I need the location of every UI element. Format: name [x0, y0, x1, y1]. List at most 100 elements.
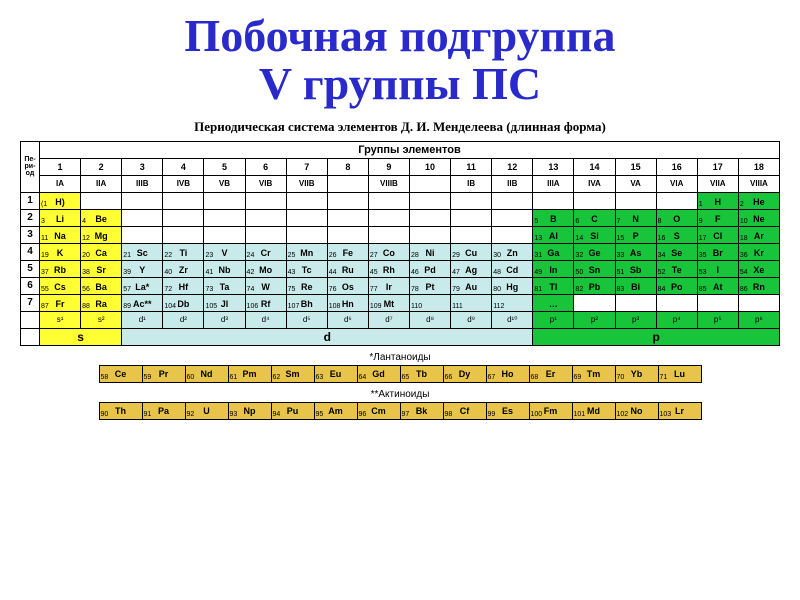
empty-cell — [122, 226, 163, 243]
empty-cell — [163, 192, 204, 209]
empty-cell — [492, 226, 533, 243]
element-cell: 19K — [40, 243, 81, 260]
f-element-cell: 60 Nd — [185, 365, 228, 382]
element-cell: 48Cd — [492, 260, 533, 277]
element-cell: 5B — [533, 209, 574, 226]
empty-cell — [738, 294, 779, 311]
element-cell: 108Hn — [327, 294, 368, 311]
econf-blank — [21, 311, 40, 328]
element-cell: 89Ac** — [122, 294, 163, 311]
empty-cell — [368, 226, 409, 243]
col-num: 9 — [368, 158, 409, 175]
f-element-cell: 58 Ce — [99, 365, 142, 382]
element-cell: 79Au — [451, 277, 492, 294]
empty-cell — [368, 209, 409, 226]
f-element-cell: 92 U — [185, 402, 228, 419]
element-cell: 4Be — [81, 209, 122, 226]
f-element-cell: 90 Th — [99, 402, 142, 419]
element-cell: 83Bi — [615, 277, 656, 294]
col-roman: VA — [615, 175, 656, 192]
f-element-cell: 71 Lu — [658, 365, 701, 382]
element-cell: 12Mg — [81, 226, 122, 243]
f-element-cell: 101 Md — [572, 402, 615, 419]
element-cell: 86Rn — [738, 277, 779, 294]
block-d: d — [122, 328, 533, 345]
col-num: 4 — [163, 158, 204, 175]
element-cell: 56Ba — [81, 277, 122, 294]
econf-cell: d⁷ — [368, 311, 409, 328]
element-cell: 110 — [409, 294, 450, 311]
empty-cell — [656, 294, 697, 311]
empty-cell — [656, 192, 697, 209]
element-cell: 109Mt — [368, 294, 409, 311]
f-element-cell: 100 Fm — [529, 402, 572, 419]
empty-cell — [574, 192, 615, 209]
element-cell: 52Te — [656, 260, 697, 277]
econf-cell: p² — [574, 311, 615, 328]
element-cell: 88Ra — [81, 294, 122, 311]
col-roman: VIIIA — [738, 175, 779, 192]
f-element-cell: 67 Ho — [486, 365, 529, 382]
title-line1: Побочная подгруппа — [184, 10, 615, 61]
element-cell: 3Li — [40, 209, 81, 226]
element-cell: 105Jl — [204, 294, 245, 311]
element-cell: 85At — [697, 277, 738, 294]
element-cell: 106Rf — [245, 294, 286, 311]
econf-cell: p³ — [615, 311, 656, 328]
econf-cell: d⁶ — [327, 311, 368, 328]
empty-cell — [245, 192, 286, 209]
empty-cell — [697, 294, 738, 311]
element-cell: 82Pb — [574, 277, 615, 294]
econf-cell: s² — [81, 311, 122, 328]
econf-cell: d² — [163, 311, 204, 328]
element-cell: 80Hg — [492, 277, 533, 294]
block-blank — [21, 328, 40, 345]
actinoids-row: 90 Th91 Pa92 U93 Np94 Pu95 Am96 Cm97 Bk9… — [20, 402, 780, 420]
col-roman: VIB — [245, 175, 286, 192]
f-element-cell: 102 No — [615, 402, 658, 419]
element-cell: 8O — [656, 209, 697, 226]
f-element-cell: 98 Cf — [443, 402, 486, 419]
element-cell: 11Na — [40, 226, 81, 243]
empty-cell — [245, 226, 286, 243]
element-cell: 73Ta — [204, 277, 245, 294]
f-element-cell: 99 Es — [486, 402, 529, 419]
element-cell: 32Ge — [574, 243, 615, 260]
element-cell: 18Ar — [738, 226, 779, 243]
slide-title: Побочная подгруппа V группы ПС — [20, 12, 780, 109]
lanthanoids-row: 58 Ce59 Pr60 Nd61 Pm62 Sm63 Eu64 Gd65 Tb… — [20, 365, 780, 383]
col-num: 14 — [574, 158, 615, 175]
block-s: s — [40, 328, 122, 345]
f-element-cell: 62 Sm — [271, 365, 314, 382]
f-element-cell: 94 Pu — [271, 402, 314, 419]
f-element-cell: 95 Am — [314, 402, 357, 419]
empty-cell — [286, 192, 327, 209]
econf-cell: d³ — [204, 311, 245, 328]
element-cell: 77Ir — [368, 277, 409, 294]
empty-cell — [492, 209, 533, 226]
f-element-cell: 61 Pm — [228, 365, 271, 382]
element-cell: 49In — [533, 260, 574, 277]
element-cell: 7N — [615, 209, 656, 226]
element-cell: 76Os — [327, 277, 368, 294]
f-element-cell: 64 Gd — [357, 365, 400, 382]
element-cell: 17Cl — [697, 226, 738, 243]
empty-cell — [163, 209, 204, 226]
element-cell: 42Mo — [245, 260, 286, 277]
col-roman: VIIA — [697, 175, 738, 192]
col-num: 11 — [451, 158, 492, 175]
empty-cell — [451, 226, 492, 243]
element-cell: 72Hf — [163, 277, 204, 294]
econf-cell: p⁶ — [738, 311, 779, 328]
empty-cell — [451, 192, 492, 209]
element-cell: 81Tl — [533, 277, 574, 294]
col-roman: IIB — [492, 175, 533, 192]
element-cell: 43Tc — [286, 260, 327, 277]
empty-cell — [204, 192, 245, 209]
col-roman: IA — [40, 175, 81, 192]
element-cell: 16S — [656, 226, 697, 243]
empty-cell — [615, 192, 656, 209]
element-cell: 29Cu — [451, 243, 492, 260]
empty-cell — [368, 192, 409, 209]
col-num: 6 — [245, 158, 286, 175]
